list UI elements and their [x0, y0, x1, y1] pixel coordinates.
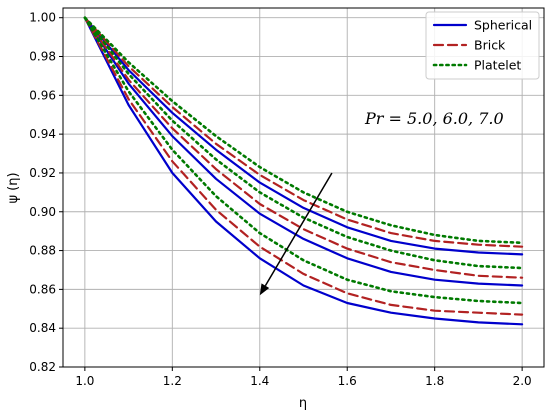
y-tick-label: 0.92	[29, 166, 56, 180]
series-line-brick	[83, 16, 524, 316]
series-line-spherical	[83, 16, 524, 287]
x-tick-label: 1.2	[163, 374, 182, 388]
y-tick-label: 0.84	[29, 321, 56, 335]
legend-label-brick: Brick	[474, 38, 506, 53]
series-line-platelet	[83, 16, 524, 270]
y-tick-label: 0.98	[29, 50, 56, 64]
series-line-brick	[83, 16, 524, 248]
y-tick-label: 0.82	[29, 360, 56, 374]
x-axis-ticks: 1.0 1.2 1.4 1.6 1.8 2.0	[75, 367, 532, 388]
x-tick-label: 1.8	[425, 374, 444, 388]
legend-box	[425, 11, 540, 80]
y-tick-label: 0.88	[29, 244, 56, 258]
y-axis-ticks: 0.82 0.84 0.86 0.88 0.90 0.92 0.94 0.96 0.98 1.00	[29, 11, 63, 374]
y-tick-label: 0.90	[29, 205, 56, 219]
y-tick-label: 0.96	[29, 88, 56, 102]
y-tick-label: 0.86	[29, 282, 56, 296]
x-tick-label: 1.6	[338, 374, 357, 388]
y-tick-label: 1.00	[29, 11, 56, 25]
arrow-shaft	[264, 172, 333, 287]
series-line-platelet	[83, 16, 524, 305]
x-tick-label: 1.0	[75, 374, 94, 388]
x-tick-label: 1.4	[250, 374, 269, 388]
series-lines	[83, 16, 524, 326]
x-axis-label: η	[299, 396, 307, 411]
series-line-brick	[83, 16, 524, 279]
pr-annotation: Pr = 5.0, 6.0, 7.0	[364, 109, 504, 128]
y-tick-label: 0.94	[29, 127, 56, 141]
y-axis-label: ψ (η)	[6, 172, 21, 203]
legend-label-spherical: Spherical	[474, 18, 532, 33]
series-line-platelet	[83, 16, 524, 245]
pr-arrow	[259, 172, 333, 296]
plot-frame	[62, 7, 545, 368]
legend: Spherical Brick Platelet	[425, 11, 540, 80]
series-line-spherical	[83, 16, 524, 326]
arrow-head	[259, 283, 270, 296]
legend-label-platelet: Platelet	[474, 58, 521, 73]
x-tick-label: 2.0	[513, 374, 532, 388]
series-line-spherical	[83, 16, 524, 256]
